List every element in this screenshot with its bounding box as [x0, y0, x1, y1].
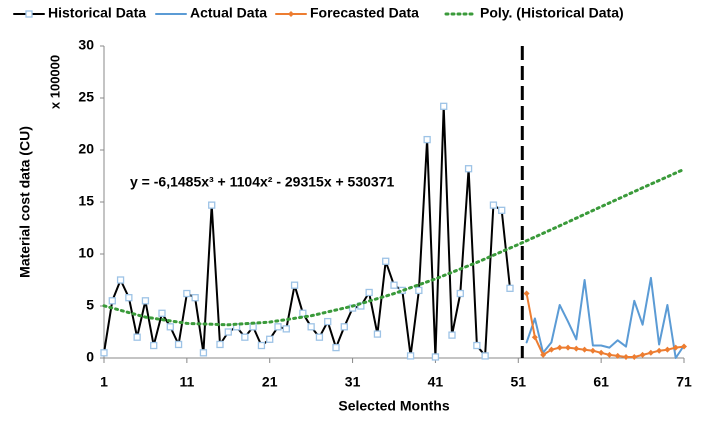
marker — [606, 351, 613, 358]
marker — [598, 349, 605, 356]
x-tick-label: 31 — [345, 374, 361, 390]
legend-label: Historical Data — [48, 5, 146, 21]
marker — [274, 323, 282, 331]
marker — [249, 323, 257, 331]
marker — [390, 281, 398, 289]
marker — [573, 345, 580, 352]
marker — [141, 297, 150, 305]
marker — [556, 344, 563, 351]
marker — [647, 349, 654, 356]
marker — [456, 289, 464, 298]
x-tick-label: 21 — [262, 374, 278, 390]
marker — [506, 284, 514, 292]
marker — [324, 317, 332, 326]
marker — [664, 346, 671, 353]
legend-label: Actual Data — [190, 5, 267, 21]
marker — [581, 346, 588, 353]
marker — [282, 325, 290, 333]
marker — [257, 341, 266, 350]
unit-note: x 100000 — [47, 55, 62, 109]
marker — [681, 343, 687, 350]
y-tick-label: 20 — [78, 141, 94, 157]
series-line — [525, 276, 685, 359]
x-tick-label: 51 — [510, 374, 526, 390]
marker — [382, 257, 390, 265]
marker — [241, 333, 249, 341]
legend-label: Forecasted Data — [310, 5, 419, 21]
marker — [199, 349, 208, 357]
y-tick-label: 15 — [78, 193, 94, 209]
marker — [166, 323, 174, 331]
y-tick-label: 5 — [86, 297, 94, 313]
marker — [614, 352, 621, 359]
marker — [133, 333, 141, 341]
marker — [116, 276, 125, 284]
marker — [531, 334, 538, 341]
marker — [431, 353, 440, 361]
marker — [423, 135, 431, 144]
marker — [464, 165, 473, 173]
marker — [440, 102, 448, 110]
marker — [639, 351, 646, 358]
x-tick-label: 1 — [100, 374, 108, 390]
series-line — [102, 167, 686, 327]
marker — [415, 286, 423, 295]
legend-marker — [25, 10, 33, 18]
marker — [672, 344, 679, 351]
marker — [183, 289, 191, 298]
marker — [589, 347, 596, 354]
marker — [191, 294, 199, 302]
marker — [100, 349, 108, 357]
marker — [340, 323, 348, 331]
marker — [315, 333, 324, 341]
marker — [108, 297, 116, 305]
marker — [548, 346, 555, 353]
marker — [473, 341, 481, 350]
y-tick-label: 0 — [86, 349, 94, 365]
marker — [216, 340, 224, 349]
y-tick-label: 10 — [78, 245, 94, 261]
marker — [489, 201, 498, 209]
marker — [125, 294, 133, 302]
marker — [266, 335, 274, 343]
marker — [523, 290, 530, 297]
marker — [290, 281, 299, 289]
marker — [299, 309, 307, 317]
marker — [174, 340, 183, 349]
marker — [406, 352, 415, 360]
marker — [565, 344, 571, 351]
y-tick-label: 25 — [78, 89, 94, 105]
marker — [208, 201, 216, 209]
marker — [498, 206, 506, 214]
x-axis-label: Selected Months — [338, 398, 449, 414]
legend-label: Poly. (Historical Data) — [480, 5, 624, 21]
marker — [481, 352, 489, 360]
marker — [448, 331, 456, 339]
equation: y = -6,1485x³ + 1104x² - 29315x + 530371 — [130, 174, 394, 190]
x-tick-label: 11 — [179, 374, 194, 390]
marker — [224, 328, 232, 336]
marker — [623, 353, 629, 360]
x-tick-label: 71 — [676, 374, 692, 390]
marker — [307, 323, 315, 331]
legend-marker — [288, 11, 294, 17]
marker — [656, 347, 663, 354]
y-axis-label: Material cost data (CU) — [17, 126, 33, 278]
x-tick-label: 61 — [593, 374, 609, 390]
marker — [540, 351, 547, 358]
marker — [158, 309, 166, 317]
marker — [631, 353, 638, 360]
x-tick-label: 41 — [428, 374, 444, 390]
y-tick-label: 30 — [78, 37, 94, 53]
marker — [365, 288, 373, 297]
marker — [150, 341, 158, 350]
marker — [373, 330, 382, 338]
marker — [332, 343, 340, 352]
